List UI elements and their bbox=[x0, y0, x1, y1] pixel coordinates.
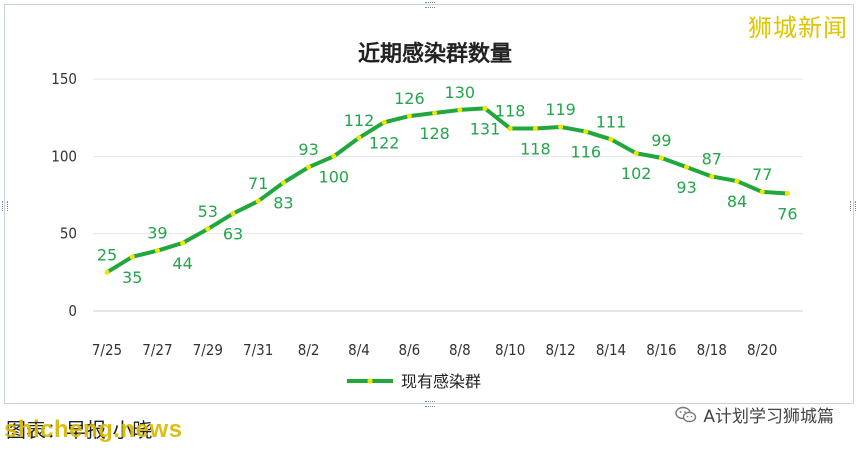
data-label: 118 bbox=[495, 101, 526, 120]
y-tick-label: 100 bbox=[51, 147, 77, 165]
x-tick-label: 8/8 bbox=[449, 341, 471, 359]
data-point bbox=[608, 136, 614, 142]
x-tick-label: 7/29 bbox=[193, 341, 223, 359]
data-point bbox=[532, 125, 538, 131]
data-label: 111 bbox=[596, 112, 627, 131]
data-label: 87 bbox=[702, 149, 722, 168]
x-axis-ticks: 7/25 7/27 7/29 7/31 8/2 8/4 8/6 8/8 8/10 8/12 8/14… bbox=[92, 341, 778, 359]
x-tick-label: 8/4 bbox=[348, 341, 370, 359]
series-line bbox=[104, 105, 790, 275]
data-point bbox=[381, 119, 387, 125]
data-label: 128 bbox=[419, 124, 450, 143]
watermark-logo: 狮城新闻 bbox=[748, 14, 848, 42]
chart-credit: 图表：早报·小晓 bbox=[6, 418, 153, 442]
data-point bbox=[658, 155, 664, 161]
resize-handle-right[interactable] bbox=[850, 201, 856, 211]
data-point bbox=[280, 180, 286, 186]
y-tick-label: 0 bbox=[68, 302, 77, 320]
data-point bbox=[255, 198, 261, 204]
data-point bbox=[457, 107, 463, 113]
y-tick-label: 150 bbox=[51, 70, 77, 88]
data-label: 77 bbox=[752, 165, 772, 184]
data-label: 112 bbox=[344, 111, 375, 130]
legend-label: 现有感染群 bbox=[401, 372, 481, 391]
wechat-account-name: A计划学习狮城篇 bbox=[703, 407, 834, 427]
y-tick-label: 50 bbox=[60, 225, 77, 243]
data-label: 35 bbox=[122, 268, 142, 287]
legend: 现有感染群 bbox=[347, 372, 481, 391]
resize-handle-bottom[interactable] bbox=[425, 401, 435, 407]
data-label: 116 bbox=[571, 143, 602, 162]
data-point bbox=[205, 226, 211, 232]
data-label: 131 bbox=[470, 119, 501, 138]
wechat-icon bbox=[675, 406, 697, 424]
data-point bbox=[104, 269, 110, 275]
data-label: 126 bbox=[394, 89, 425, 108]
wechat-account-tag: A计划学习狮城篇 bbox=[675, 402, 834, 427]
x-tick-label: 8/10 bbox=[495, 341, 525, 359]
chart-frame: 0 50 100 150 7/25 7/27 7/29 7/31 8/2 8/4 8/6 8/8 8/… bbox=[2, 2, 856, 407]
x-tick-label: 8/12 bbox=[545, 341, 575, 359]
data-label: 100 bbox=[319, 167, 350, 186]
data-label: 102 bbox=[621, 164, 652, 183]
data-point bbox=[306, 164, 312, 170]
data-label: 93 bbox=[298, 140, 318, 159]
x-tick-label: 8/18 bbox=[697, 341, 727, 359]
x-tick-label: 7/31 bbox=[243, 341, 273, 359]
data-label: 122 bbox=[369, 133, 400, 152]
data-label: 99 bbox=[651, 131, 671, 150]
x-tick-label: 8/16 bbox=[646, 341, 676, 359]
data-point bbox=[558, 124, 564, 130]
data-point bbox=[784, 190, 790, 196]
data-point bbox=[759, 189, 765, 195]
data-point bbox=[129, 254, 135, 260]
data-point bbox=[684, 164, 690, 170]
data-label: 119 bbox=[545, 100, 576, 119]
data-label: 76 bbox=[777, 204, 797, 223]
x-tick-label: 8/6 bbox=[399, 341, 421, 359]
data-point bbox=[356, 135, 362, 141]
x-tick-label: 8/14 bbox=[596, 341, 626, 359]
gridlines bbox=[93, 78, 803, 312]
data-point bbox=[154, 248, 160, 254]
data-label: 130 bbox=[445, 83, 476, 102]
data-label: 25 bbox=[97, 245, 117, 264]
x-tick-label: 8/2 bbox=[298, 341, 320, 359]
data-label: 118 bbox=[520, 139, 551, 158]
data-point bbox=[180, 240, 186, 246]
chart-title: 近期感染群数量 bbox=[358, 41, 512, 67]
data-point bbox=[406, 113, 412, 119]
data-point bbox=[583, 129, 589, 135]
data-point bbox=[633, 150, 639, 156]
x-tick-label: 8/20 bbox=[747, 341, 777, 359]
data-point bbox=[507, 125, 513, 131]
data-point bbox=[230, 211, 236, 217]
data-label: 84 bbox=[727, 192, 747, 211]
x-tick-label: 7/27 bbox=[142, 341, 172, 359]
line-chart: 0 50 100 150 7/25 7/27 7/29 7/31 8/2 8/4 8/6 8/8 8/… bbox=[51, 41, 803, 391]
site-watermark: shicheng.news bbox=[4, 416, 183, 443]
y-axis-ticks: 0 50 100 150 bbox=[51, 70, 77, 320]
data-label: 44 bbox=[172, 254, 192, 273]
data-label: 93 bbox=[676, 178, 696, 197]
legend-swatch-marker bbox=[367, 378, 373, 384]
data-point bbox=[709, 173, 715, 179]
resize-handle-top[interactable] bbox=[425, 2, 435, 8]
data-label: 39 bbox=[147, 224, 167, 243]
data-point bbox=[734, 178, 740, 184]
data-labels: 2535394453637183931001121221261281301311… bbox=[97, 83, 798, 287]
resize-handle-left[interactable] bbox=[2, 201, 8, 211]
data-label: 83 bbox=[273, 194, 293, 213]
data-label: 53 bbox=[198, 202, 218, 221]
data-point bbox=[432, 110, 438, 116]
x-tick-label: 7/25 bbox=[92, 341, 122, 359]
data-label: 71 bbox=[248, 174, 268, 193]
data-label: 63 bbox=[223, 225, 243, 244]
data-point bbox=[482, 105, 488, 111]
series-line-path bbox=[105, 106, 790, 275]
data-point bbox=[331, 153, 337, 159]
